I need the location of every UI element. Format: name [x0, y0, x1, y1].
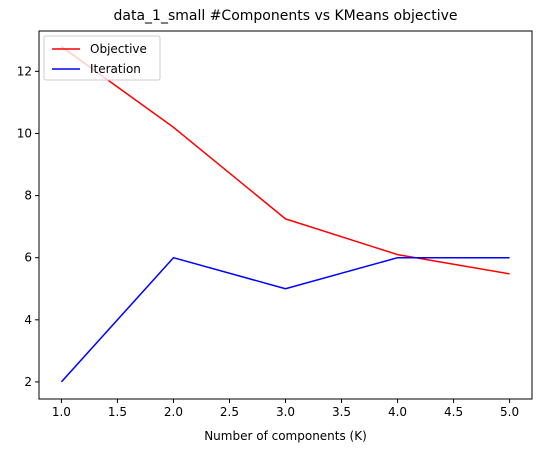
y-tick-label: 12 [17, 64, 32, 78]
x-tick-label: 4.0 [388, 405, 407, 419]
y-axis: 2 4 6 8 10 12 [17, 64, 39, 389]
y-tick-label: 8 [24, 189, 32, 203]
x-tick-label: 1.5 [108, 405, 127, 419]
x-axis-label: Number of components (K) [204, 429, 367, 443]
x-tick-label: 2.5 [220, 405, 239, 419]
x-tick-label: 3.0 [276, 405, 295, 419]
series-line-iteration [60, 256, 510, 383]
legend: Objective Iteration [43, 35, 161, 81]
legend-label-iteration: Iteration [90, 62, 141, 76]
x-tick-label: 3.5 [332, 405, 351, 419]
y-tick-label: 10 [17, 126, 32, 140]
x-tick-label: 1.0 [52, 405, 71, 419]
x-axis: 1.0 1.5 2.0 2.5 3.0 3.5 4.0 4.5 5.0 [52, 399, 519, 419]
y-tick-label: 6 [24, 251, 32, 265]
y-tick-label: 2 [24, 375, 32, 389]
y-tick-label: 4 [24, 313, 32, 327]
plot-frame [38, 30, 533, 400]
legend-label-objective: Objective [90, 42, 147, 56]
series-layer [60, 45, 510, 383]
chart-title: data_1_small #Components vs KMeans objec… [114, 8, 458, 24]
x-tick-label: 5.0 [500, 405, 519, 419]
series-line-objective [60, 45, 510, 275]
x-tick-label: 4.5 [444, 405, 463, 419]
x-tick-label: 2.0 [164, 405, 183, 419]
